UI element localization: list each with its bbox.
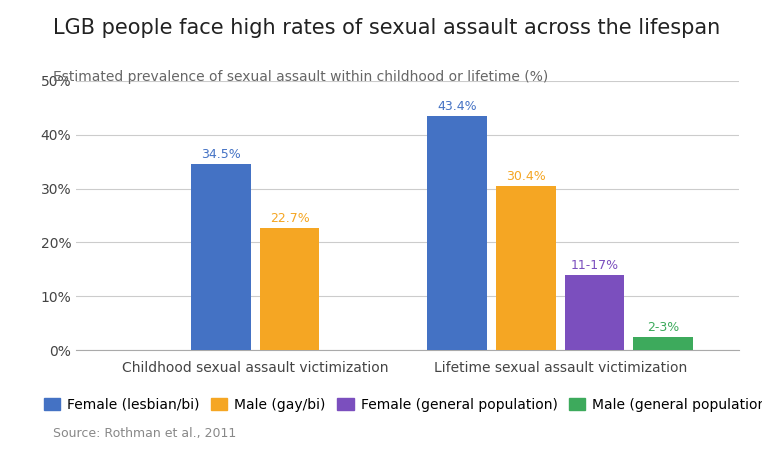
Bar xyxy=(496,186,555,350)
Legend: Female (lesbian/bi), Male (gay/bi), Female (general population), Male (general p: Female (lesbian/bi), Male (gay/bi), Fema… xyxy=(38,392,762,417)
Bar xyxy=(260,228,319,350)
Bar xyxy=(191,164,251,350)
Text: 43.4%: 43.4% xyxy=(437,100,477,113)
Text: LGB people face high rates of sexual assault across the lifespan: LGB people face high rates of sexual ass… xyxy=(53,18,721,38)
Bar xyxy=(633,337,693,350)
Text: 34.5%: 34.5% xyxy=(201,148,241,161)
Text: 11-17%: 11-17% xyxy=(571,259,619,272)
Text: Source: Rothman et al., 2011: Source: Rothman et al., 2011 xyxy=(53,427,236,440)
Text: Estimated prevalence of sexual assault within childhood or lifetime (%): Estimated prevalence of sexual assault w… xyxy=(53,70,549,84)
Bar xyxy=(427,116,487,350)
Text: 30.4%: 30.4% xyxy=(506,170,546,183)
Text: 2-3%: 2-3% xyxy=(647,321,679,334)
Bar xyxy=(565,275,624,350)
Text: 22.7%: 22.7% xyxy=(270,211,309,224)
